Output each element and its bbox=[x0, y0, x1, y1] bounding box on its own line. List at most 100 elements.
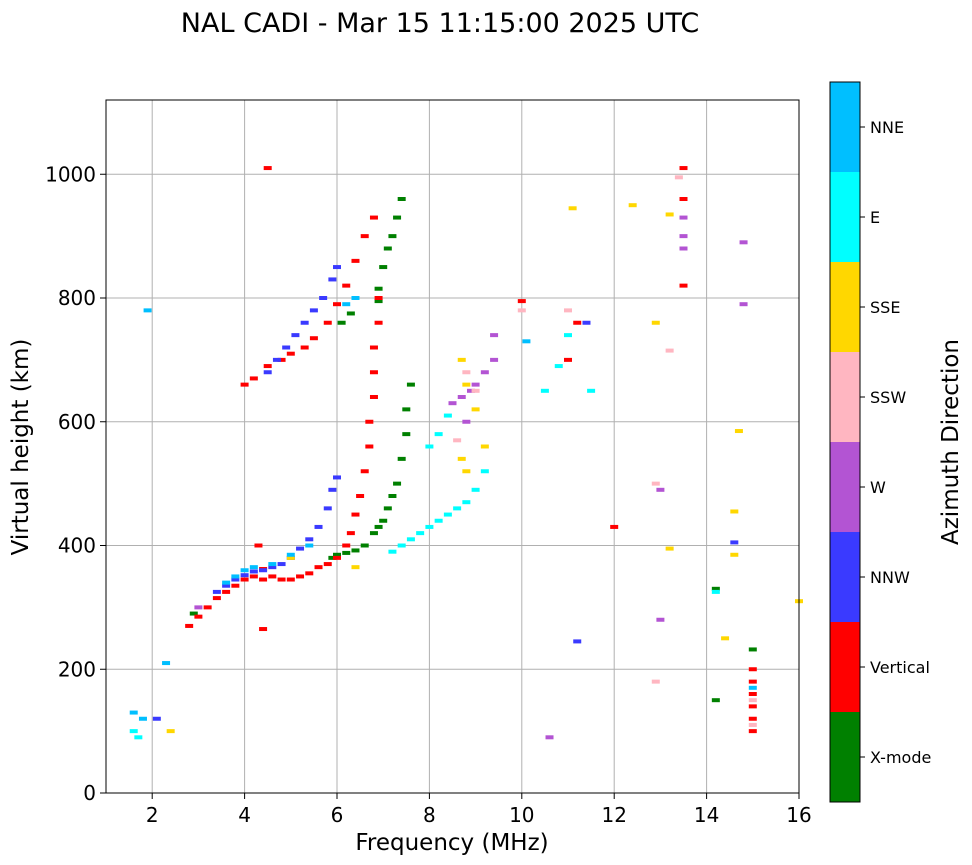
data-point bbox=[286, 555, 295, 560]
data-point bbox=[457, 395, 466, 399]
data-point bbox=[471, 487, 480, 492]
data-point bbox=[402, 407, 411, 412]
y-axis-ticks: 0 200 400 600 800 1000 bbox=[45, 162, 106, 805]
data-point bbox=[249, 569, 258, 574]
colorbar-segment bbox=[830, 532, 860, 622]
data-point bbox=[462, 382, 471, 387]
data-point bbox=[360, 469, 369, 474]
data-point bbox=[328, 555, 337, 560]
series-sse bbox=[166, 203, 803, 734]
data-point bbox=[610, 524, 619, 529]
data-point bbox=[679, 215, 688, 220]
x-axis-label: Frequency (MHz) bbox=[355, 830, 548, 856]
data-point bbox=[374, 320, 383, 325]
data-point bbox=[323, 562, 332, 567]
x-tick-label: 12 bbox=[601, 803, 626, 827]
data-point bbox=[249, 574, 258, 579]
x-tick-label: 14 bbox=[694, 803, 719, 827]
data-point bbox=[328, 487, 337, 492]
data-point bbox=[296, 574, 305, 579]
data-point bbox=[587, 388, 596, 393]
data-point bbox=[388, 234, 397, 239]
data-point bbox=[480, 469, 489, 474]
data-point bbox=[739, 240, 748, 245]
data-point bbox=[406, 382, 415, 387]
data-point bbox=[748, 679, 757, 684]
data-point bbox=[573, 639, 582, 644]
data-point bbox=[314, 524, 323, 529]
x-tick-label: 16 bbox=[786, 803, 811, 827]
data-point bbox=[748, 722, 757, 727]
data-point bbox=[554, 364, 563, 369]
data-point bbox=[457, 456, 466, 461]
x-tick-label: 6 bbox=[331, 803, 344, 827]
data-point bbox=[522, 339, 531, 344]
data-point bbox=[189, 611, 198, 616]
data-point bbox=[462, 500, 471, 505]
data-point bbox=[651, 679, 660, 684]
colorbar-segment bbox=[830, 442, 860, 532]
colorbar-tick-label: E bbox=[870, 208, 880, 227]
data-point bbox=[333, 475, 341, 480]
data-point bbox=[379, 518, 388, 523]
data-point bbox=[748, 729, 757, 734]
data-point bbox=[471, 388, 480, 393]
data-point bbox=[351, 565, 360, 570]
data-point bbox=[138, 716, 147, 721]
data-point bbox=[730, 540, 739, 545]
data-point bbox=[748, 685, 757, 690]
data-point bbox=[517, 308, 526, 313]
data-point bbox=[249, 376, 258, 381]
colorbar-tick-label: NNE bbox=[870, 118, 904, 137]
data-point bbox=[490, 333, 499, 338]
data-point bbox=[240, 568, 249, 573]
data-point bbox=[425, 524, 434, 529]
data-point bbox=[212, 596, 221, 601]
data-point bbox=[328, 277, 337, 282]
data-point bbox=[721, 636, 730, 641]
data-point bbox=[282, 345, 291, 350]
data-point bbox=[453, 438, 462, 443]
data-point bbox=[351, 548, 360, 553]
data-point bbox=[268, 562, 277, 567]
data-point bbox=[448, 401, 457, 406]
series-e bbox=[129, 333, 720, 740]
data-point bbox=[397, 197, 406, 201]
data-point bbox=[564, 333, 572, 338]
data-point bbox=[656, 487, 665, 492]
data-point bbox=[665, 212, 674, 217]
data-point bbox=[360, 234, 369, 239]
data-point bbox=[369, 345, 378, 350]
colorbar-tick-label: X-mode bbox=[870, 748, 931, 767]
data-point bbox=[748, 647, 757, 652]
data-point bbox=[333, 555, 341, 560]
data-point bbox=[365, 444, 374, 449]
data-point bbox=[679, 246, 688, 251]
data-point bbox=[263, 364, 272, 369]
data-point bbox=[383, 506, 392, 511]
data-point bbox=[272, 357, 281, 362]
data-point bbox=[369, 215, 378, 220]
data-point bbox=[166, 729, 175, 734]
data-point bbox=[374, 524, 383, 529]
data-point bbox=[259, 577, 268, 582]
data-point bbox=[134, 735, 143, 740]
data-point bbox=[369, 370, 378, 375]
data-point bbox=[480, 370, 489, 375]
data-point bbox=[222, 583, 231, 588]
data-point bbox=[152, 716, 161, 721]
data-point bbox=[212, 589, 221, 594]
y-tick-label: 600 bbox=[58, 410, 96, 434]
data-point bbox=[453, 506, 462, 511]
data-point bbox=[406, 537, 415, 542]
data-point bbox=[656, 617, 665, 622]
data-point bbox=[674, 175, 683, 180]
y-tick-label: 1000 bbox=[45, 162, 96, 186]
data-point bbox=[129, 729, 138, 734]
colorbar-tick-label: SSW bbox=[870, 388, 906, 407]
data-point bbox=[286, 577, 295, 582]
data-point bbox=[369, 531, 378, 536]
series-w bbox=[194, 215, 748, 740]
data-point bbox=[711, 698, 720, 703]
data-point bbox=[203, 605, 212, 610]
